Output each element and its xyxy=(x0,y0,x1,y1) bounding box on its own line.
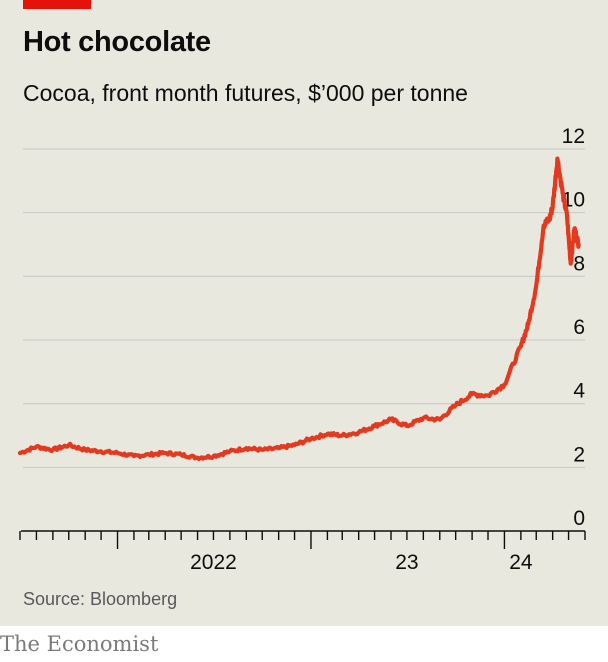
y-tick-label-4: 4 xyxy=(573,380,585,403)
chart-panel xyxy=(0,0,608,626)
y-tick-label-2: 2 xyxy=(573,443,585,466)
chart-title: Hot chocolate xyxy=(23,26,211,58)
y-tick-label-6: 6 xyxy=(573,316,585,339)
series-layer xyxy=(17,156,581,462)
chart-subtitle: Cocoa, front month futures, $’000 per to… xyxy=(23,80,468,106)
x-tick-label-23: 23 xyxy=(395,551,418,574)
y-tick-label-12: 12 xyxy=(562,125,585,148)
source-note: Source: Bloomberg xyxy=(23,589,178,609)
brand-logo: The Economist xyxy=(0,632,159,656)
y-tick-label-8: 8 xyxy=(573,252,585,275)
x-axis: 2022 23 24 xyxy=(19,530,586,574)
red-tag xyxy=(23,0,91,9)
y-tick-label-0: 0 xyxy=(573,507,585,530)
x-tick-label-2022: 2022 xyxy=(190,551,237,574)
series-line-0 xyxy=(17,156,581,462)
gridlines xyxy=(23,148,585,468)
x-tick-label-24: 24 xyxy=(509,551,533,574)
